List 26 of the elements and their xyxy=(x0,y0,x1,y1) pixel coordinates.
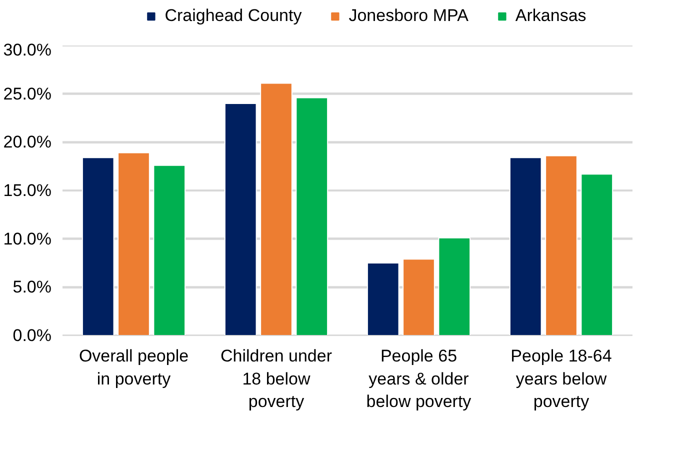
bar xyxy=(366,262,400,336)
bar xyxy=(260,82,292,336)
bar xyxy=(118,152,150,336)
legend-label: Arkansas xyxy=(515,6,586,26)
y-tick-label: 15.0% xyxy=(3,181,52,200)
y-tick-label: 10.0% xyxy=(3,229,52,248)
x-tick-label: Children under 18 below poverty xyxy=(220,346,332,412)
bar xyxy=(296,97,328,336)
y-tick-label: 0.0% xyxy=(12,326,52,345)
bar xyxy=(153,164,186,336)
y-tick-label: 20.0% xyxy=(3,132,52,152)
bar xyxy=(580,174,614,336)
bar xyxy=(82,157,114,336)
legend-label: Jonesboro MPA xyxy=(348,6,468,26)
bar xyxy=(224,103,257,336)
bar xyxy=(545,155,578,336)
y-tick-label: 5.0% xyxy=(12,278,52,297)
y-tick-label: 30.0% xyxy=(3,40,52,60)
bar xyxy=(509,157,542,336)
x-tick-label: People 65 years & older below poverty xyxy=(366,346,472,412)
y-tick-label: 25.0% xyxy=(3,84,52,104)
bar xyxy=(438,237,471,336)
x-tick-label: Overall people in poverty xyxy=(78,346,189,388)
x-tick-label: People 18-64 years below poverty xyxy=(510,346,612,412)
bar xyxy=(402,258,435,336)
legend-label: Craighead County xyxy=(164,6,302,26)
